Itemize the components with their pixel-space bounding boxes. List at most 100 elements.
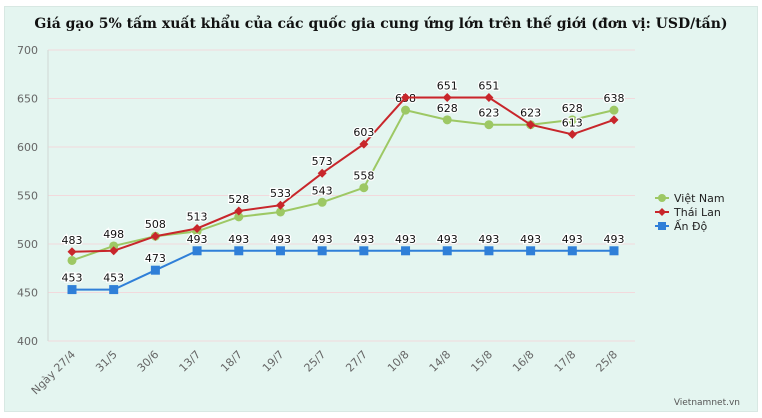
- x-tick-label: 10/8: [385, 348, 412, 375]
- x-tick-label: 15/8: [468, 348, 495, 375]
- point-marker: [150, 231, 160, 241]
- data-label: 651: [478, 80, 499, 93]
- point-marker: [109, 241, 119, 251]
- x-tick-label: 19/7: [260, 348, 287, 375]
- data-label: 623: [478, 107, 499, 120]
- data-label: 533: [270, 187, 291, 200]
- legend-marker: [658, 208, 666, 216]
- data-label: 453: [62, 272, 83, 285]
- point-marker: [567, 246, 577, 256]
- point-marker: [192, 223, 202, 233]
- x-tick-label: 17/8: [552, 348, 579, 375]
- data-label: 493: [437, 233, 458, 246]
- point-marker: [609, 115, 619, 125]
- x-tick-label: 14/8: [427, 348, 454, 375]
- legend-marker: [658, 194, 666, 202]
- point-marker: [192, 246, 202, 256]
- legend-label: Thái Lan: [673, 206, 721, 219]
- data-label: 573: [312, 155, 333, 168]
- point-marker: [401, 93, 411, 103]
- point-marker: [234, 246, 244, 256]
- x-tick-label: 31/5: [93, 348, 120, 375]
- y-tick-label: 500: [17, 238, 38, 251]
- point-marker: [234, 212, 244, 222]
- y-tick-label: 700: [17, 44, 38, 57]
- data-label: 498: [103, 228, 124, 241]
- data-label: 493: [604, 233, 625, 246]
- point-marker: [317, 168, 327, 178]
- x-tick-label: 30/6: [135, 348, 162, 375]
- series-line-2: [72, 249, 614, 291]
- y-tick-label: 400: [17, 335, 38, 348]
- point-marker: [442, 115, 452, 125]
- point-marker: [275, 246, 285, 256]
- data-label: 558: [353, 170, 374, 183]
- x-tick-label: 27/7: [343, 348, 370, 375]
- legend-label: Ấn Độ: [674, 219, 708, 233]
- data-label: 628: [562, 102, 583, 115]
- x-tick-label: 13/7: [177, 348, 204, 375]
- data-label: 473: [145, 252, 166, 265]
- point-marker: [275, 207, 285, 217]
- y-tick-label: 600: [17, 141, 38, 154]
- point-marker: [67, 255, 77, 265]
- point-marker: [67, 285, 77, 295]
- point-marker: [609, 246, 619, 256]
- data-label: 543: [312, 184, 333, 197]
- data-label: 651: [437, 80, 458, 93]
- data-label: 623: [520, 107, 541, 120]
- point-marker: [484, 246, 494, 256]
- point-marker: [109, 246, 119, 256]
- data-label: 508: [145, 218, 166, 231]
- data-label: 493: [187, 233, 208, 246]
- point-marker: [109, 285, 119, 295]
- series-line-1: [71, 96, 615, 253]
- data-label: 483: [62, 234, 83, 247]
- y-tick-label: 450: [17, 287, 38, 300]
- point-marker: [526, 246, 536, 256]
- point-marker: [442, 93, 452, 103]
- data-label: 493: [395, 233, 416, 246]
- data-label: 493: [478, 233, 499, 246]
- data-label: 493: [270, 233, 291, 246]
- data-label: 453: [103, 272, 124, 285]
- point-marker: [526, 120, 536, 130]
- data-label: 638: [604, 92, 625, 105]
- x-tick-label: 16/8: [510, 348, 537, 375]
- point-marker: [359, 139, 369, 149]
- point-marker: [401, 105, 411, 115]
- point-marker: [609, 105, 619, 115]
- data-label: 493: [562, 233, 583, 246]
- data-label: 493: [353, 233, 374, 246]
- point-marker: [484, 120, 494, 130]
- data-label: 513: [187, 210, 208, 223]
- point-marker: [567, 129, 577, 139]
- point-marker: [150, 265, 160, 275]
- point-marker: [234, 206, 244, 216]
- legend-label: Việt Nam: [674, 192, 725, 205]
- point-marker: [442, 246, 452, 256]
- x-tick-label: 25/7: [302, 348, 329, 375]
- data-label: 628: [437, 102, 458, 115]
- point-marker: [359, 183, 369, 193]
- chart-title: Giá gạo 5% tấm xuất khẩu của các quốc gi…: [34, 16, 728, 32]
- data-label: 613: [562, 116, 583, 129]
- x-tick-label: 18/7: [218, 348, 245, 375]
- x-tick-label: 25/8: [593, 348, 620, 375]
- point-marker: [359, 246, 369, 256]
- data-label: 493: [312, 233, 333, 246]
- point-marker: [317, 246, 327, 256]
- point-marker: [484, 93, 494, 103]
- point-marker: [67, 247, 77, 257]
- y-tick-label: 650: [17, 93, 38, 106]
- source-credit: Vietnamnet.vn: [673, 398, 740, 408]
- point-marker: [401, 246, 411, 256]
- data-label: 493: [520, 233, 541, 246]
- data-label: 493: [228, 233, 249, 246]
- y-tick-label: 550: [17, 190, 38, 203]
- point-marker: [567, 115, 577, 125]
- chart-frame: [4, 6, 758, 412]
- point-marker: [275, 200, 285, 210]
- data-label: 603: [353, 126, 374, 139]
